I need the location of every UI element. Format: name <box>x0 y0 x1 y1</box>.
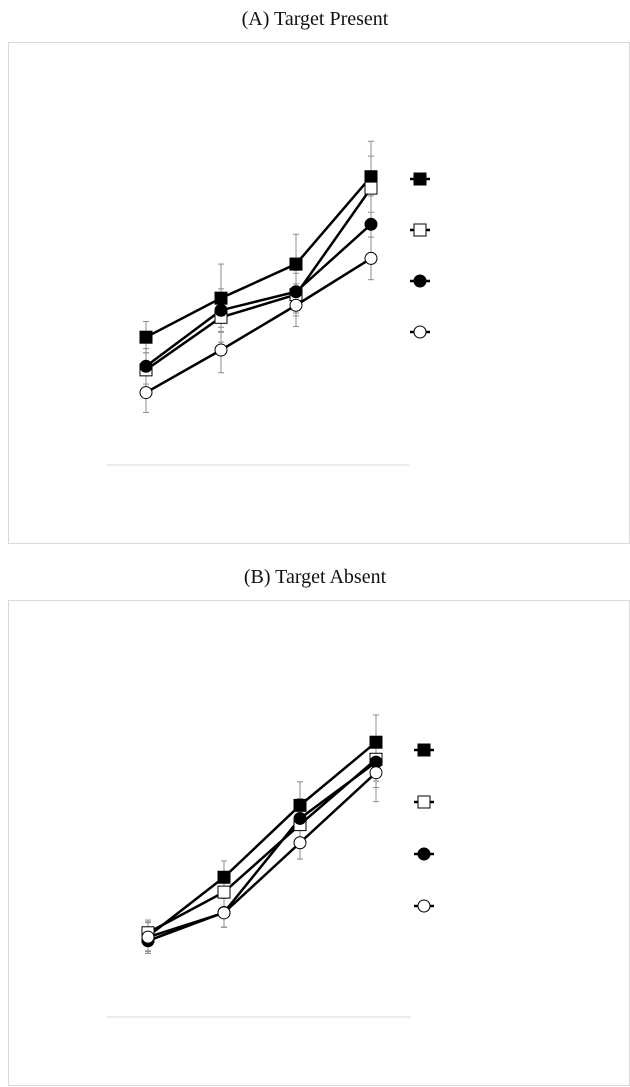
data-point-s2-3 <box>364 217 378 231</box>
data-point-s3-0 <box>141 930 155 944</box>
data-point-s3-3 <box>364 251 378 265</box>
figure-title-a: (A) Target Present <box>241 8 389 30</box>
data-point-s3-1 <box>217 906 231 920</box>
data-point-s3-0 <box>139 386 153 400</box>
legend-marker <box>413 325 427 339</box>
data-point-s3-1 <box>214 343 228 357</box>
series-line-3 <box>145 257 372 394</box>
figure-title-b: (B) Target Absent <box>243 566 387 588</box>
data-point-s0-2 <box>289 257 303 271</box>
data-point-s1-3 <box>364 181 378 195</box>
series-line-0 <box>147 741 377 938</box>
series-line-1 <box>145 187 373 371</box>
chart-b-svg <box>107 714 434 1018</box>
data-point-s0-3 <box>364 170 378 184</box>
data-point-s2-0 <box>139 359 153 373</box>
data-point-s0-0 <box>139 330 153 344</box>
data-point-s0-1 <box>214 291 228 305</box>
series-line-2 <box>147 761 377 942</box>
data-point-s3-2 <box>293 836 307 850</box>
series-line-2 <box>145 223 372 368</box>
chart-panel-a <box>8 42 630 544</box>
legend-marker <box>413 172 427 186</box>
legend-marker <box>413 223 427 237</box>
data-point-s0-2 <box>293 798 307 812</box>
legend-marker <box>417 899 431 913</box>
data-point-s1-1 <box>217 885 231 899</box>
legend-marker <box>417 847 431 861</box>
legend-marker <box>417 743 431 757</box>
legend-marker <box>417 795 431 809</box>
data-point-s0-3 <box>369 735 383 749</box>
series-line-0 <box>145 175 372 339</box>
data-point-s3-2 <box>289 298 303 312</box>
chart-panel-b <box>8 600 630 1086</box>
chart-a-svg <box>107 140 430 466</box>
series-line-3 <box>147 771 377 939</box>
data-point-s2-2 <box>293 811 307 825</box>
data-point-s2-2 <box>289 285 303 299</box>
data-point-s3-3 <box>369 766 383 780</box>
data-point-s2-1 <box>214 303 228 317</box>
series-line-1 <box>147 758 377 934</box>
legend-marker <box>413 274 427 288</box>
data-point-s0-1 <box>217 870 231 884</box>
